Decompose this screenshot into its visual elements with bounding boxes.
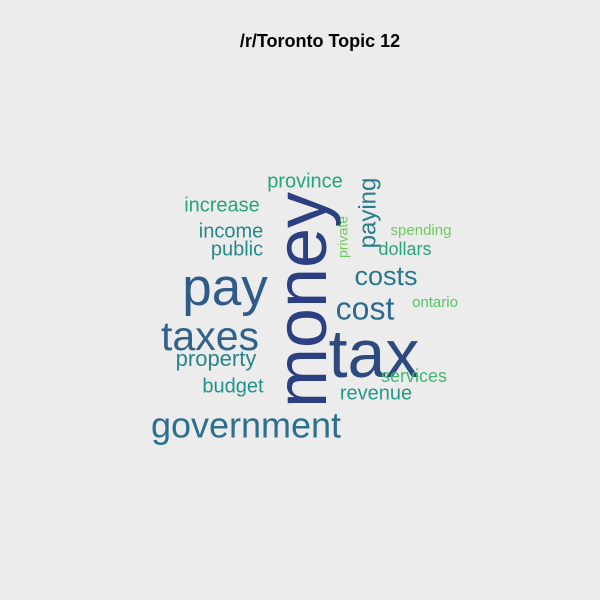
word-private: private	[335, 216, 351, 258]
word-services: services	[381, 366, 447, 386]
word-money: money	[262, 192, 342, 408]
word-tax: tax	[329, 316, 420, 392]
word-revenue: revenue	[340, 382, 412, 404]
word-taxes: taxes	[161, 313, 259, 359]
word-dollars: dollars	[378, 239, 431, 259]
word-cost: cost	[336, 290, 395, 326]
word-government: government	[151, 405, 341, 446]
word-increase: increase	[184, 194, 260, 216]
word-pay: pay	[182, 258, 268, 317]
word-property: property	[176, 346, 257, 371]
word-costs: costs	[354, 261, 417, 291]
word-public: public	[211, 238, 263, 260]
word-province: province	[267, 170, 343, 192]
word-budget: budget	[202, 375, 264, 397]
word-income: income	[199, 220, 263, 242]
word-paying: paying	[354, 178, 381, 249]
chart-title: /r/Toronto Topic 12	[239, 31, 401, 51]
word-spending: spending	[391, 222, 452, 239]
word-ontario: ontario	[412, 294, 458, 311]
